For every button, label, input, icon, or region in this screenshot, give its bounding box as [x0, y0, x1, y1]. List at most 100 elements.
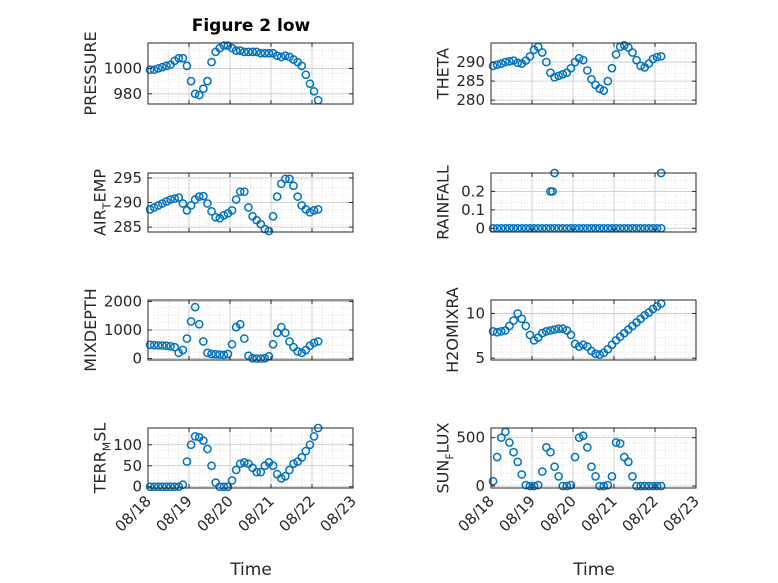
data-point [537, 328, 547, 338]
data-point [525, 330, 535, 340]
data-point [578, 431, 588, 441]
data-point [240, 458, 249, 467]
data-point [309, 432, 319, 441]
x-axis-label-right: Time [572, 560, 615, 580]
data-point [211, 212, 220, 222]
x-tick-label: 08/22 [619, 492, 662, 535]
figure-title: Figure 2 low [192, 16, 311, 36]
data-point [281, 174, 290, 184]
data-point [223, 482, 233, 492]
data-point [145, 65, 155, 75]
data-point [145, 482, 155, 492]
x-tick-label: 08/23 [317, 492, 360, 535]
y-tick-label: 50 [123, 457, 142, 475]
data-point [285, 174, 294, 184]
x-tick-label: 08/19 [153, 492, 196, 535]
data-point [578, 340, 588, 350]
x-tick-label: 08/18 [112, 492, 155, 535]
data-point [207, 57, 216, 67]
y-tick-label: 0 [132, 478, 142, 496]
data-point [186, 76, 196, 86]
data-point [252, 354, 261, 363]
y-tick-label: 0.2 [461, 182, 485, 200]
data-point [632, 55, 641, 65]
data-point [542, 443, 551, 452]
data-point [505, 56, 514, 66]
data-point [574, 433, 584, 443]
data-point [488, 476, 498, 486]
data-point [313, 337, 323, 346]
data-point [203, 76, 212, 86]
data-point [207, 461, 216, 471]
data-point [166, 195, 175, 204]
data-point [162, 61, 171, 71]
data-point [153, 64, 163, 73]
data-point [607, 63, 617, 73]
data-point [570, 452, 580, 462]
data-point [272, 51, 282, 61]
y-tick-label: 280 [456, 91, 485, 109]
data-point [652, 52, 662, 62]
data-point [276, 473, 286, 483]
data-point [219, 350, 229, 360]
data-point [603, 480, 613, 490]
data-point [281, 328, 290, 338]
data-point [566, 330, 576, 340]
data-point [211, 478, 220, 487]
data-point [492, 60, 502, 70]
data-point [566, 480, 576, 490]
data-point [505, 321, 514, 331]
data-point [182, 457, 192, 466]
data-point [219, 210, 229, 220]
data-point [521, 321, 531, 331]
data-point [513, 309, 523, 318]
data-point [260, 224, 270, 234]
data-point [562, 481, 572, 491]
data-point [583, 443, 592, 452]
data-point [496, 326, 506, 336]
data-point [182, 334, 192, 343]
y-axis-label: TERRMSL [91, 423, 114, 495]
data-point [194, 90, 204, 100]
axes-box [490, 299, 697, 361]
y-tick-label: 0 [475, 219, 485, 237]
data-point [256, 48, 266, 58]
y-tick-label: 500 [456, 429, 485, 447]
data-point [145, 205, 155, 214]
data-point [203, 199, 212, 208]
data-point [554, 324, 564, 334]
data-point [248, 47, 257, 57]
data-point [558, 69, 568, 79]
data-point [648, 54, 658, 64]
data-point [149, 340, 159, 350]
x-tick-label: 08/20 [194, 492, 237, 535]
x-tick-label: 08/22 [276, 492, 319, 535]
data-point [227, 476, 237, 485]
data-point [182, 61, 192, 71]
data-point [240, 187, 249, 197]
data-point [644, 481, 654, 491]
data-point [297, 61, 307, 71]
y-tick-label: 1000 [104, 59, 142, 77]
data-point [505, 438, 514, 447]
x-tick-label: 08/21 [578, 492, 621, 535]
data-point [599, 86, 609, 96]
data-point [558, 324, 568, 334]
data-point [595, 84, 605, 94]
y-tick-label: 0 [475, 477, 485, 495]
data-point [178, 345, 188, 355]
data-point [190, 432, 200, 441]
y-axis-label: MIXDEPTH [81, 288, 100, 371]
data-point [162, 341, 171, 351]
data-point [501, 57, 510, 67]
data-point [199, 191, 208, 201]
y-tick-label: 5 [475, 349, 485, 367]
y-tick-label: 290 [456, 53, 485, 71]
y-tick-label: 10 [466, 304, 485, 322]
data-point [240, 47, 249, 57]
data-point [256, 354, 266, 363]
data-point [215, 482, 225, 492]
